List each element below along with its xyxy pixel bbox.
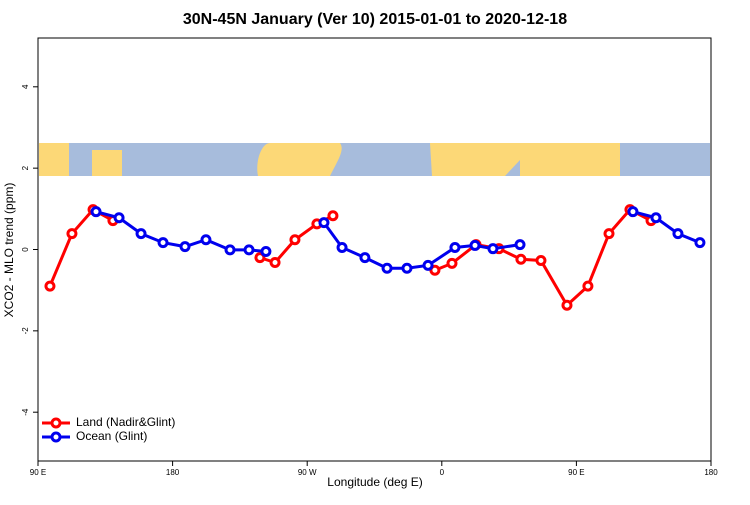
data-point <box>535 254 547 266</box>
map-strip <box>39 143 710 176</box>
x-axis-label: Longitude (deg E) <box>327 475 422 489</box>
data-point <box>44 280 56 292</box>
data-point <box>627 206 639 218</box>
legend-label: Land (Nadir&Glint) <box>76 415 175 429</box>
data-point <box>694 237 706 249</box>
data-point <box>381 262 393 274</box>
data-point <box>135 228 147 240</box>
data-point <box>327 210 339 222</box>
y-tick-label: 0 <box>21 247 30 252</box>
data-point <box>487 243 499 255</box>
data-point <box>336 241 348 253</box>
x-tick-label: 180 <box>166 468 180 477</box>
data-point <box>179 241 191 253</box>
data-point <box>260 246 272 258</box>
data-point <box>429 264 441 276</box>
data-point <box>224 244 236 256</box>
data-point <box>514 239 526 251</box>
data-point <box>422 259 434 271</box>
data-point <box>515 253 527 265</box>
data-point <box>289 234 301 246</box>
data-point <box>449 241 461 253</box>
x-tick-label: 180 <box>704 468 718 477</box>
data-point <box>254 252 266 264</box>
data-point <box>90 206 102 218</box>
plot-frame <box>37 37 712 462</box>
legend-label: Ocean (Glint) <box>76 429 147 443</box>
data-point <box>318 217 330 229</box>
series-line <box>48 207 652 308</box>
x-tick-label: 90 E <box>30 468 46 477</box>
data-point <box>359 252 371 264</box>
legend-marker <box>50 431 62 443</box>
y-tick-label: 4 <box>21 84 30 89</box>
data-point <box>469 239 481 251</box>
x-tick-label: 90 W <box>298 468 317 477</box>
y-tick-label: -2 <box>21 327 30 335</box>
data-point <box>582 280 594 292</box>
data-point <box>66 228 78 240</box>
y-tick-label: 2 <box>21 165 30 170</box>
data-point <box>157 237 169 249</box>
legend-marker <box>50 417 62 429</box>
data-point <box>650 212 662 224</box>
data-point <box>243 244 255 256</box>
x-tick-label: 0 <box>440 468 445 477</box>
data-point <box>446 257 458 269</box>
data-point <box>113 212 125 224</box>
data-point <box>269 257 281 269</box>
chart-title: 30N-45N January (Ver 10) 2015-01-01 to 2… <box>183 11 567 28</box>
x-tick-label: 90 E <box>568 468 584 477</box>
data-point <box>561 299 573 311</box>
series-line <box>95 210 701 270</box>
data-point <box>200 234 212 246</box>
data-point <box>401 262 413 274</box>
y-tick-label: -4 <box>21 408 30 416</box>
data-point <box>672 228 684 240</box>
data-point <box>603 228 615 240</box>
y-axis-label: XCO2 - MLO trend (ppm) <box>2 183 16 318</box>
